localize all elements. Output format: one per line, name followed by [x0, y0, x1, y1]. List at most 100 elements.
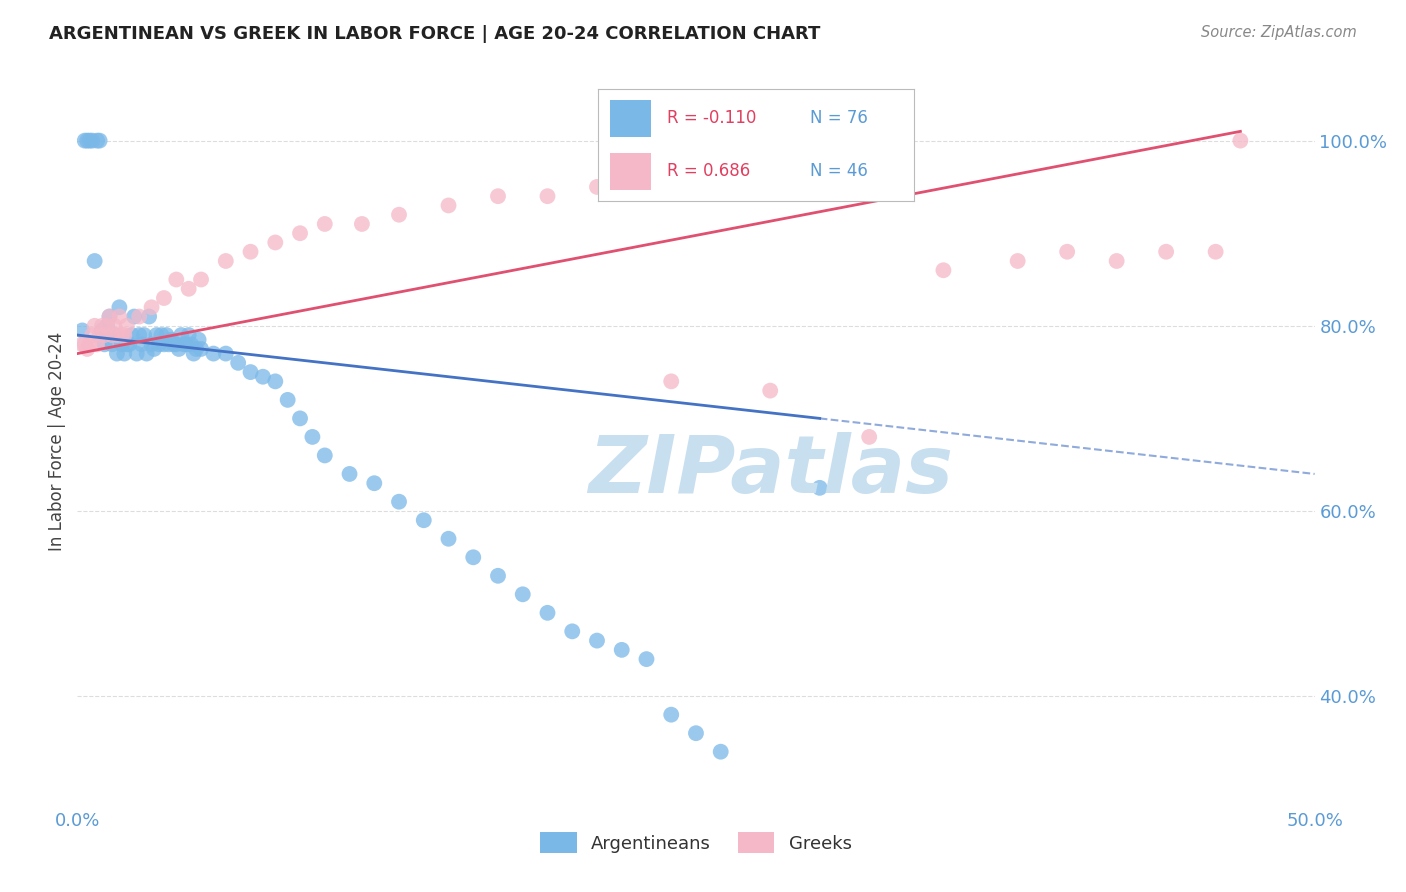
- Point: [486, 569, 509, 583]
- Point: [288, 411, 311, 425]
- Text: R = -0.110: R = -0.110: [666, 109, 756, 128]
- Point: [91, 323, 114, 337]
- Point: [636, 652, 658, 666]
- Point: [105, 346, 128, 360]
- Point: [388, 494, 411, 508]
- Point: [83, 254, 105, 268]
- Point: [112, 328, 135, 343]
- Point: [96, 318, 118, 333]
- Point: [536, 606, 558, 620]
- Point: [184, 342, 207, 356]
- Point: [155, 328, 177, 343]
- Text: R = 0.686: R = 0.686: [666, 161, 751, 179]
- Point: [363, 476, 385, 491]
- Point: [932, 263, 955, 277]
- Point: [536, 189, 558, 203]
- Point: [202, 346, 225, 360]
- Point: [101, 328, 124, 343]
- Point: [98, 310, 121, 324]
- Point: [122, 310, 145, 324]
- Point: [165, 272, 187, 286]
- Point: [112, 346, 135, 360]
- Point: [111, 337, 134, 351]
- Point: [128, 310, 150, 324]
- Point: [86, 337, 108, 351]
- Point: [167, 342, 190, 356]
- Point: [314, 217, 336, 231]
- Point: [72, 323, 94, 337]
- Point: [134, 328, 156, 343]
- Point: [89, 328, 111, 343]
- Point: [82, 328, 104, 343]
- Point: [1007, 254, 1029, 268]
- Point: [177, 282, 200, 296]
- Point: [412, 513, 434, 527]
- Point: [86, 134, 108, 148]
- Point: [277, 392, 299, 407]
- Point: [103, 318, 125, 333]
- Point: [115, 318, 138, 333]
- Point: [91, 318, 114, 333]
- Point: [1205, 244, 1227, 259]
- Point: [141, 337, 163, 351]
- Point: [138, 310, 160, 324]
- Point: [710, 745, 733, 759]
- Point: [239, 365, 262, 379]
- Point: [89, 134, 111, 148]
- Point: [101, 337, 124, 351]
- Point: [76, 134, 98, 148]
- Point: [1056, 244, 1078, 259]
- Point: [170, 328, 193, 343]
- Point: [174, 337, 197, 351]
- Point: [118, 337, 141, 351]
- Text: N = 46: N = 46: [810, 161, 868, 179]
- Text: Source: ZipAtlas.com: Source: ZipAtlas.com: [1201, 25, 1357, 40]
- Point: [145, 328, 167, 343]
- Point: [264, 235, 287, 250]
- Point: [76, 342, 98, 356]
- Point: [121, 328, 143, 343]
- Point: [858, 430, 880, 444]
- Point: [215, 346, 238, 360]
- Point: [108, 310, 131, 324]
- Point: [239, 244, 262, 259]
- Y-axis label: In Labor Force | Age 20-24: In Labor Force | Age 20-24: [48, 332, 66, 551]
- Point: [157, 337, 180, 351]
- Point: [215, 254, 238, 268]
- Point: [463, 550, 485, 565]
- Point: [264, 375, 287, 389]
- Point: [131, 337, 153, 351]
- Point: [190, 272, 212, 286]
- Point: [288, 226, 311, 240]
- Point: [83, 318, 105, 333]
- Point: [93, 337, 115, 351]
- Point: [160, 333, 183, 347]
- Point: [314, 449, 336, 463]
- Point: [1105, 254, 1128, 268]
- Point: [561, 624, 583, 639]
- Point: [82, 134, 104, 148]
- Point: [512, 587, 534, 601]
- Point: [148, 337, 170, 351]
- Point: [177, 328, 200, 343]
- Text: ZIPatlas: ZIPatlas: [588, 432, 953, 510]
- Point: [301, 430, 323, 444]
- Point: [586, 633, 609, 648]
- Point: [659, 707, 682, 722]
- Text: N = 76: N = 76: [810, 109, 868, 128]
- Point: [180, 337, 202, 351]
- Point: [115, 337, 138, 351]
- Point: [98, 310, 121, 324]
- Point: [73, 337, 96, 351]
- Point: [437, 532, 460, 546]
- Point: [808, 481, 831, 495]
- Point: [143, 342, 166, 356]
- Point: [153, 337, 176, 351]
- Point: [350, 217, 373, 231]
- Point: [79, 337, 101, 351]
- Point: [135, 346, 157, 360]
- Point: [141, 300, 163, 314]
- Text: ARGENTINEAN VS GREEK IN LABOR FORCE | AGE 20-24 CORRELATION CHART: ARGENTINEAN VS GREEK IN LABOR FORCE | AG…: [49, 25, 821, 43]
- Point: [96, 318, 118, 333]
- Point: [1229, 134, 1251, 148]
